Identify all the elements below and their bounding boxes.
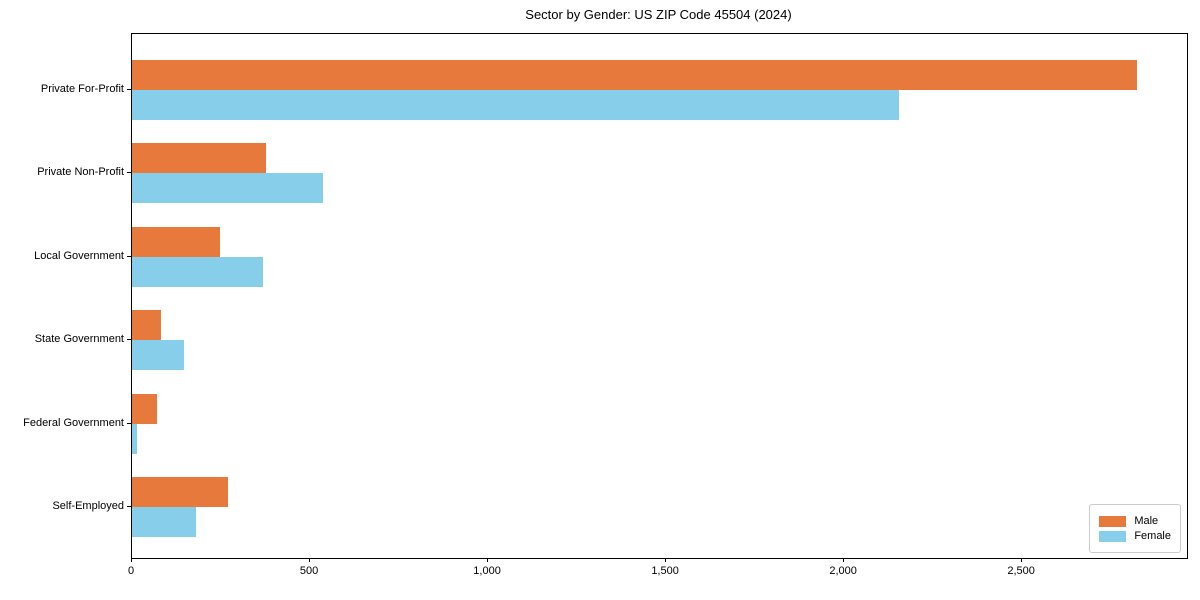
- y-tick: [127, 422, 131, 424]
- bar-female-private-non-profit: [132, 173, 324, 203]
- bar-male-private-for-profit: [132, 59, 1138, 90]
- bar-male-federal-government: [132, 393, 157, 424]
- bar-female-local-government: [132, 256, 264, 287]
- x-tick: [665, 558, 667, 562]
- legend: Male Female: [1089, 504, 1181, 553]
- y-tick: [127, 255, 131, 257]
- legend-swatch-female: [1099, 530, 1127, 542]
- legend-entry-female: Female: [1099, 530, 1171, 542]
- y-label-state-government: State Government: [34, 333, 124, 345]
- x-tick-label: 2,000: [829, 565, 857, 577]
- y-tick: [127, 88, 131, 90]
- x-tick: [1021, 558, 1023, 562]
- x-tick: [131, 558, 132, 562]
- x-tick: [309, 558, 311, 562]
- plot-area: Male Female: [131, 33, 1188, 559]
- legend-label-female: Female: [1134, 530, 1171, 542]
- legend-entry-male: Male: [1099, 515, 1171, 527]
- bar-male-state-government: [132, 310, 162, 340]
- legend-label-male: Male: [1134, 515, 1159, 527]
- x-tick-label: 500: [299, 565, 319, 577]
- x-tick-label: 0: [127, 565, 135, 577]
- chart-title: Sector by Gender: US ZIP Code 45504 (202…: [525, 7, 792, 22]
- x-tick: [843, 558, 845, 562]
- legend-swatch-male: [1099, 515, 1127, 527]
- y-label-federal-government: Federal Government: [23, 416, 124, 429]
- bar-male-private-non-profit: [132, 143, 266, 173]
- y-tick: [127, 506, 131, 507]
- x-tick-label: 1,000: [473, 565, 501, 577]
- bar-female-self-employed: [132, 507, 197, 537]
- bar-female-private-for-profit: [132, 89, 899, 120]
- y-label-private-for-profit: Private For-Profit: [40, 82, 124, 95]
- bar-female-federal-government: [132, 423, 138, 454]
- y-label-self-employed: Self-Employed: [52, 500, 124, 512]
- y-tick: [127, 339, 131, 340]
- x-tick-label: 2,500: [1007, 565, 1035, 577]
- x-tick: [487, 558, 489, 562]
- x-tick-label: 1,500: [651, 565, 679, 577]
- y-tick: [127, 172, 131, 173]
- y-label-local-government: Local Government: [34, 249, 124, 262]
- y-label-private-non-profit: Private Non-Profit: [37, 166, 124, 178]
- bar-female-state-government: [132, 340, 184, 370]
- bar-male-local-government: [132, 226, 220, 257]
- bar-male-self-employed: [132, 477, 229, 507]
